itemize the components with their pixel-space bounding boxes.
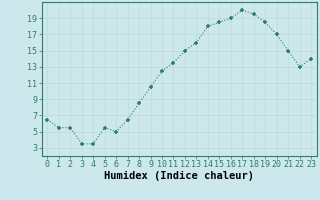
X-axis label: Humidex (Indice chaleur): Humidex (Indice chaleur): [104, 171, 254, 181]
